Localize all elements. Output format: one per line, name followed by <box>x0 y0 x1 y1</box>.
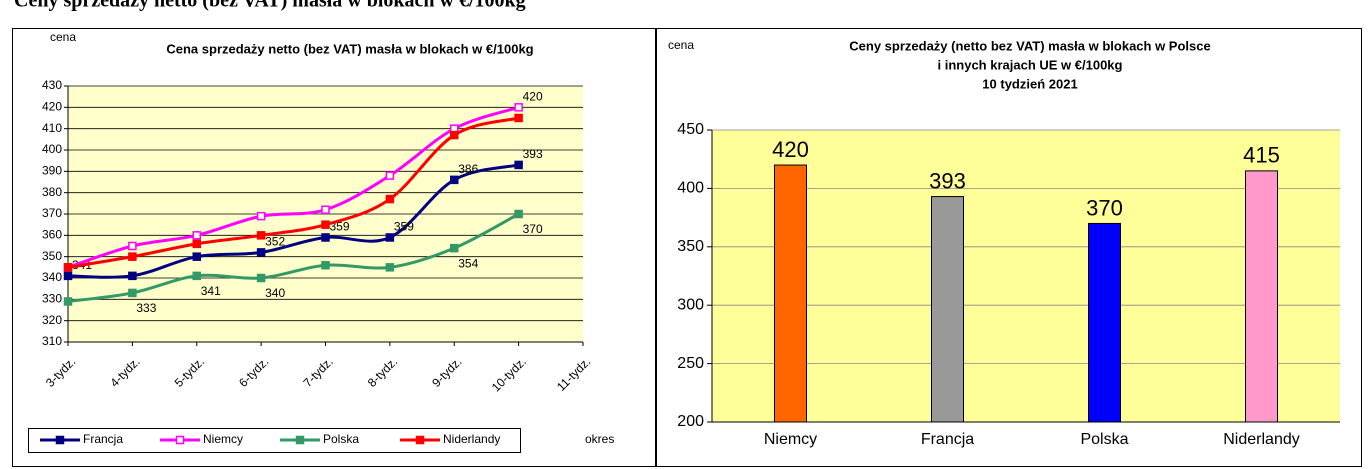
legend-swatch <box>295 435 305 445</box>
y-tick-label: 300 <box>677 296 704 313</box>
marker <box>63 271 73 281</box>
page-heading: Ceny sprzedaży netto (bez VAT) masła w b… <box>14 0 526 12</box>
y-tick-label: 330 <box>42 292 62 306</box>
marker <box>514 113 523 123</box>
marker <box>128 241 137 251</box>
data-label: 354 <box>458 256 478 270</box>
marker <box>192 271 201 281</box>
y-tick-label: 360 <box>42 228 62 242</box>
chart-title: Cena sprzedaży netto (bez VAT) masła w b… <box>166 41 533 56</box>
y-tick-label: 350 <box>677 238 704 255</box>
y-tick-label: 430 <box>42 78 62 92</box>
data-label: 341 <box>201 284 221 298</box>
x-tick-label: Niemcy <box>764 431 817 448</box>
marker <box>256 231 266 240</box>
x-tick-label: Francja <box>921 431 974 448</box>
y-axis-label: cena <box>668 38 694 52</box>
y-tick-label: 450 <box>677 121 704 138</box>
data-label: 340 <box>265 286 285 300</box>
y-tick-label: 370 <box>42 206 62 220</box>
x-tick-label: Niderlandy <box>1223 431 1299 448</box>
marker <box>321 205 330 214</box>
marker <box>192 252 201 261</box>
line <box>67 105 520 269</box>
y-tick-label: 350 <box>42 249 62 263</box>
marker <box>128 288 137 298</box>
marker <box>256 211 266 221</box>
y-tick-label: 390 <box>42 164 62 178</box>
chart-title: 10 tydzień 2021 <box>982 76 1077 91</box>
data-label: 359 <box>394 220 414 234</box>
data-label: 333 <box>136 301 156 315</box>
marker <box>514 160 523 170</box>
y-axis-label: cena <box>50 30 76 44</box>
x-tick-label: Polska <box>1080 431 1128 448</box>
marker <box>385 263 395 272</box>
line <box>67 116 520 269</box>
marker <box>450 130 459 140</box>
plot-area <box>712 130 1340 422</box>
x-axis-label: okres <box>585 432 614 446</box>
data-label: 420 <box>772 137 809 162</box>
data-label: 386 <box>458 162 478 176</box>
bar <box>774 164 807 423</box>
y-tick-label: 380 <box>42 185 62 199</box>
data-label: 420 <box>523 90 543 104</box>
marker <box>128 252 137 261</box>
marker <box>321 260 330 270</box>
legend-label: Francja <box>83 432 123 446</box>
y-tick-label: 420 <box>42 100 62 114</box>
legend-label: Niemcy <box>203 432 243 446</box>
y-tick-label: 400 <box>677 180 704 197</box>
data-label: 370 <box>523 222 543 236</box>
legend-swatch <box>55 435 65 445</box>
chart-title: i innych krajach UE w €/100kg <box>938 57 1123 72</box>
data-label: 352 <box>265 235 285 249</box>
y-tick-label: 250 <box>677 355 704 372</box>
bar <box>1088 222 1121 423</box>
legend-swatch <box>415 435 425 445</box>
marker <box>385 171 395 180</box>
data-label: 415 <box>1243 143 1280 168</box>
line <box>67 163 519 279</box>
marker <box>192 231 201 240</box>
marker <box>63 263 73 272</box>
data-label: 393 <box>929 168 966 193</box>
line <box>67 212 520 303</box>
legend-swatch <box>175 435 185 445</box>
chart-title: Ceny sprzedaży (netto bez VAT) masła w b… <box>849 38 1210 53</box>
bar <box>1245 170 1278 423</box>
data-label: 393 <box>523 147 543 161</box>
y-tick-label: 400 <box>42 142 62 156</box>
marker <box>192 239 201 249</box>
marker <box>256 273 266 283</box>
legend-label: Niderlandy <box>443 432 500 446</box>
data-label: 370 <box>1086 195 1123 220</box>
marker <box>514 103 523 112</box>
marker <box>450 243 459 253</box>
marker <box>321 233 330 242</box>
marker <box>514 209 523 219</box>
marker <box>321 220 330 229</box>
y-tick-label: 200 <box>677 413 704 430</box>
legend-label: Polska <box>323 432 359 446</box>
marker <box>256 248 266 257</box>
y-tick-label: 410 <box>42 121 62 135</box>
marker <box>128 271 137 281</box>
y-tick-label: 340 <box>42 270 62 284</box>
y-tick-label: 310 <box>42 334 62 348</box>
marker <box>63 297 73 306</box>
marker <box>385 233 395 242</box>
marker <box>450 175 459 185</box>
marker <box>385 194 395 204</box>
y-tick-label: 320 <box>42 313 62 327</box>
bar <box>931 196 964 423</box>
